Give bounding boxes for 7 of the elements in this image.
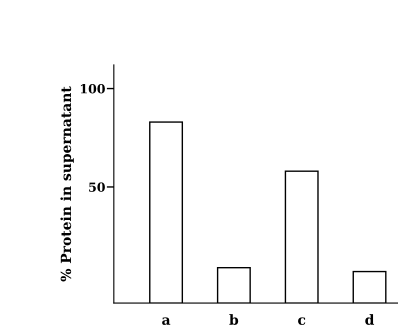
x-tick-label: c [298, 317, 306, 325]
x-tick-label: a [162, 317, 170, 325]
y-axis-title: % Protein in supernatant [60, 86, 74, 282]
x-tick-label: b [229, 314, 238, 325]
y-tick-label: 50 [89, 182, 105, 192]
x-tick-label: d [365, 314, 374, 325]
y-tick-label: 100 [80, 84, 105, 94]
